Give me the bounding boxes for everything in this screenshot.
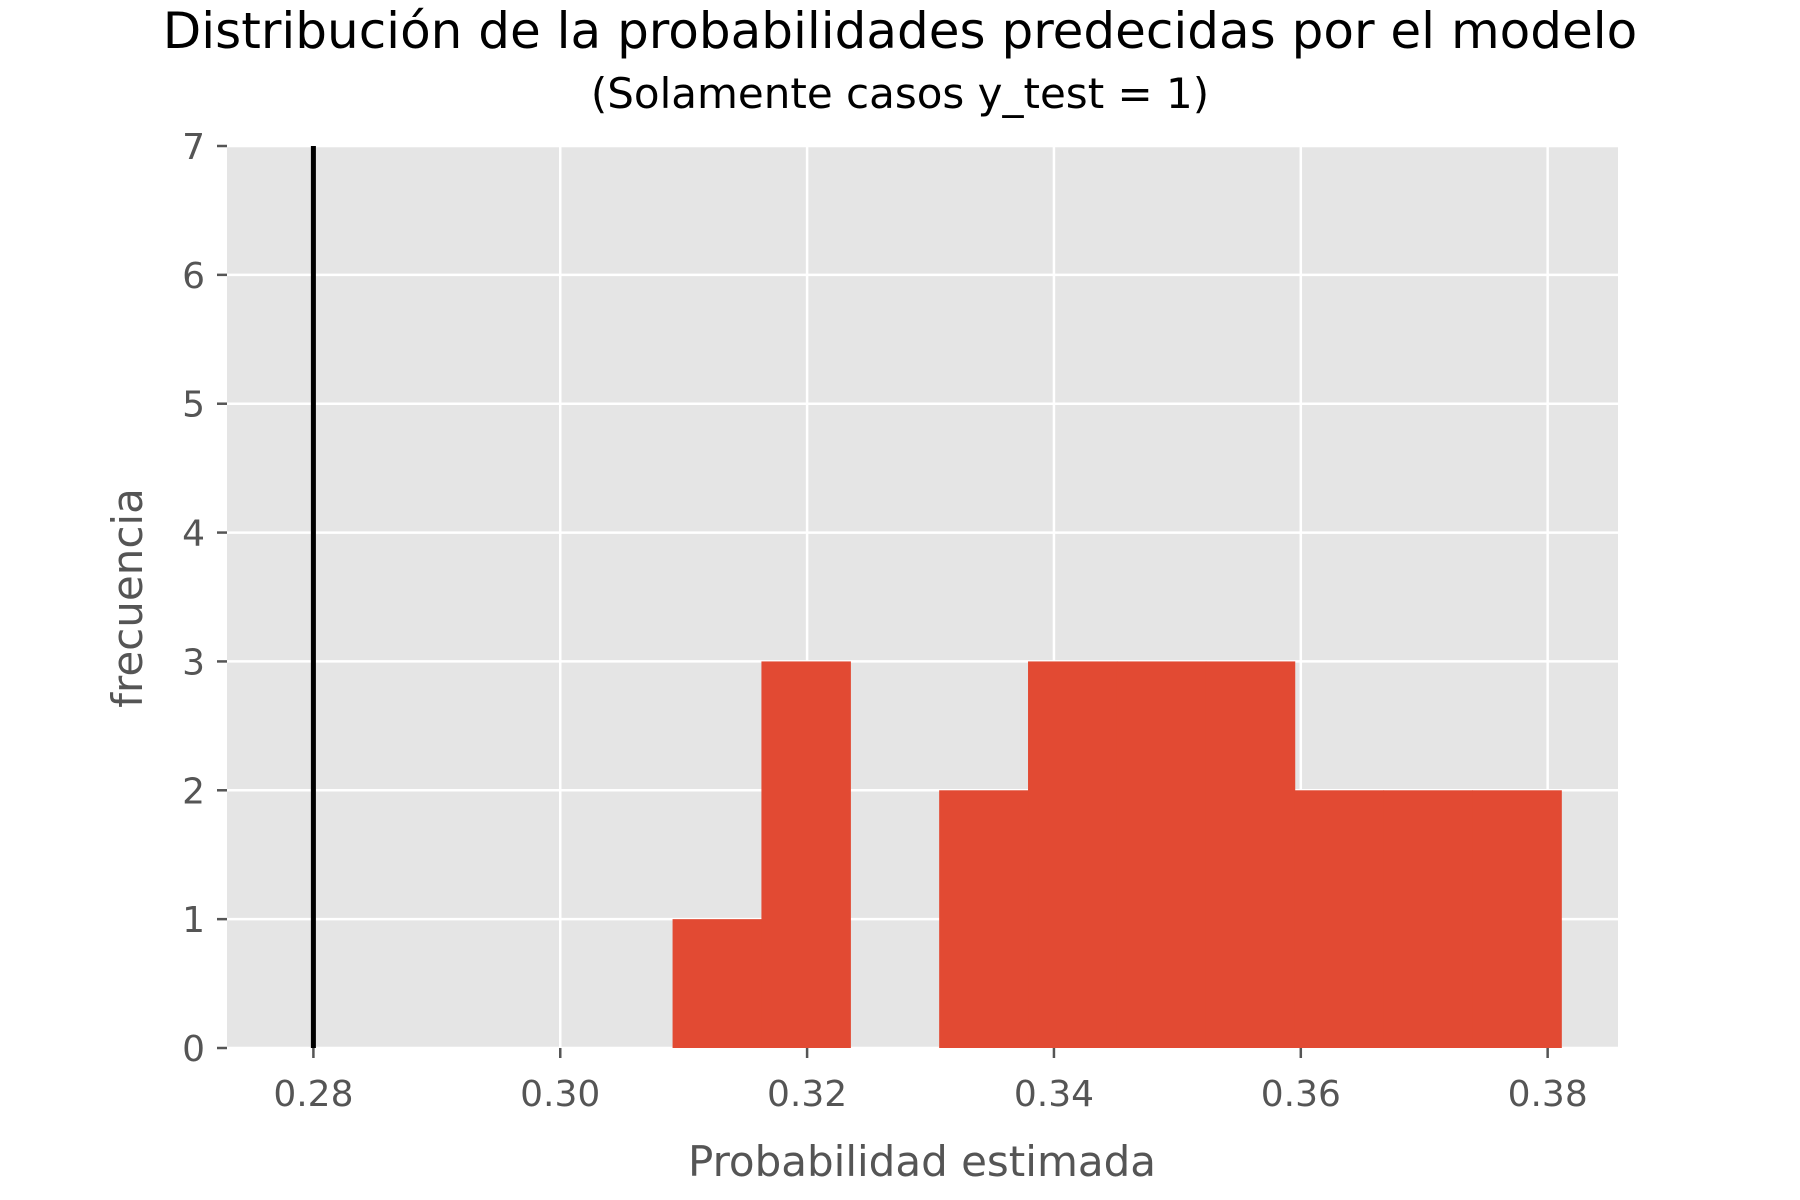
histogram-bar — [761, 661, 851, 1048]
histogram-bar — [1383, 790, 1473, 1048]
chart-title: Distribución de la probabilidades predec… — [163, 2, 1637, 60]
histogram-bar — [1028, 661, 1118, 1048]
histogram-bar — [1294, 790, 1385, 1048]
x-tick-label: 0.34 — [1014, 1074, 1094, 1115]
y-tick-label: 6 — [182, 256, 205, 297]
x-tick-label: 0.32 — [767, 1074, 847, 1115]
y-tick-label: 4 — [182, 514, 205, 555]
y-tick-label: 7 — [182, 127, 205, 168]
y-axis-ticks: 0 1 2 3 4 5 6 7 — [182, 127, 227, 1070]
x-tick-label: 0.38 — [1508, 1074, 1588, 1115]
grid-lines — [227, 144, 1618, 1050]
histogram-bar — [939, 790, 1029, 1048]
y-tick-label: 0 — [182, 1029, 205, 1070]
x-axis-ticks: 0.28 0.30 0.32 0.34 0.36 0.38 — [273, 1048, 1588, 1115]
histogram-bar — [672, 919, 763, 1048]
histogram-bar — [1205, 661, 1296, 1048]
y-axis-label: frecuencia — [103, 488, 152, 708]
y-tick-label: 3 — [182, 642, 205, 683]
x-tick-label: 0.28 — [273, 1074, 353, 1115]
histogram-bars — [672, 661, 1562, 1048]
x-tick-label: 0.30 — [520, 1074, 600, 1115]
y-tick-label: 1 — [182, 900, 205, 941]
x-axis-label: Probabilidad estimada — [688, 1137, 1156, 1186]
histogram-bar — [1116, 661, 1207, 1048]
histogram-bar — [1472, 790, 1562, 1048]
chart-subtitle: (Solamente casos y_test = 1) — [591, 69, 1209, 118]
y-tick-label: 2 — [182, 771, 205, 812]
x-tick-label: 0.36 — [1261, 1074, 1341, 1115]
y-tick-label: 5 — [182, 385, 205, 426]
